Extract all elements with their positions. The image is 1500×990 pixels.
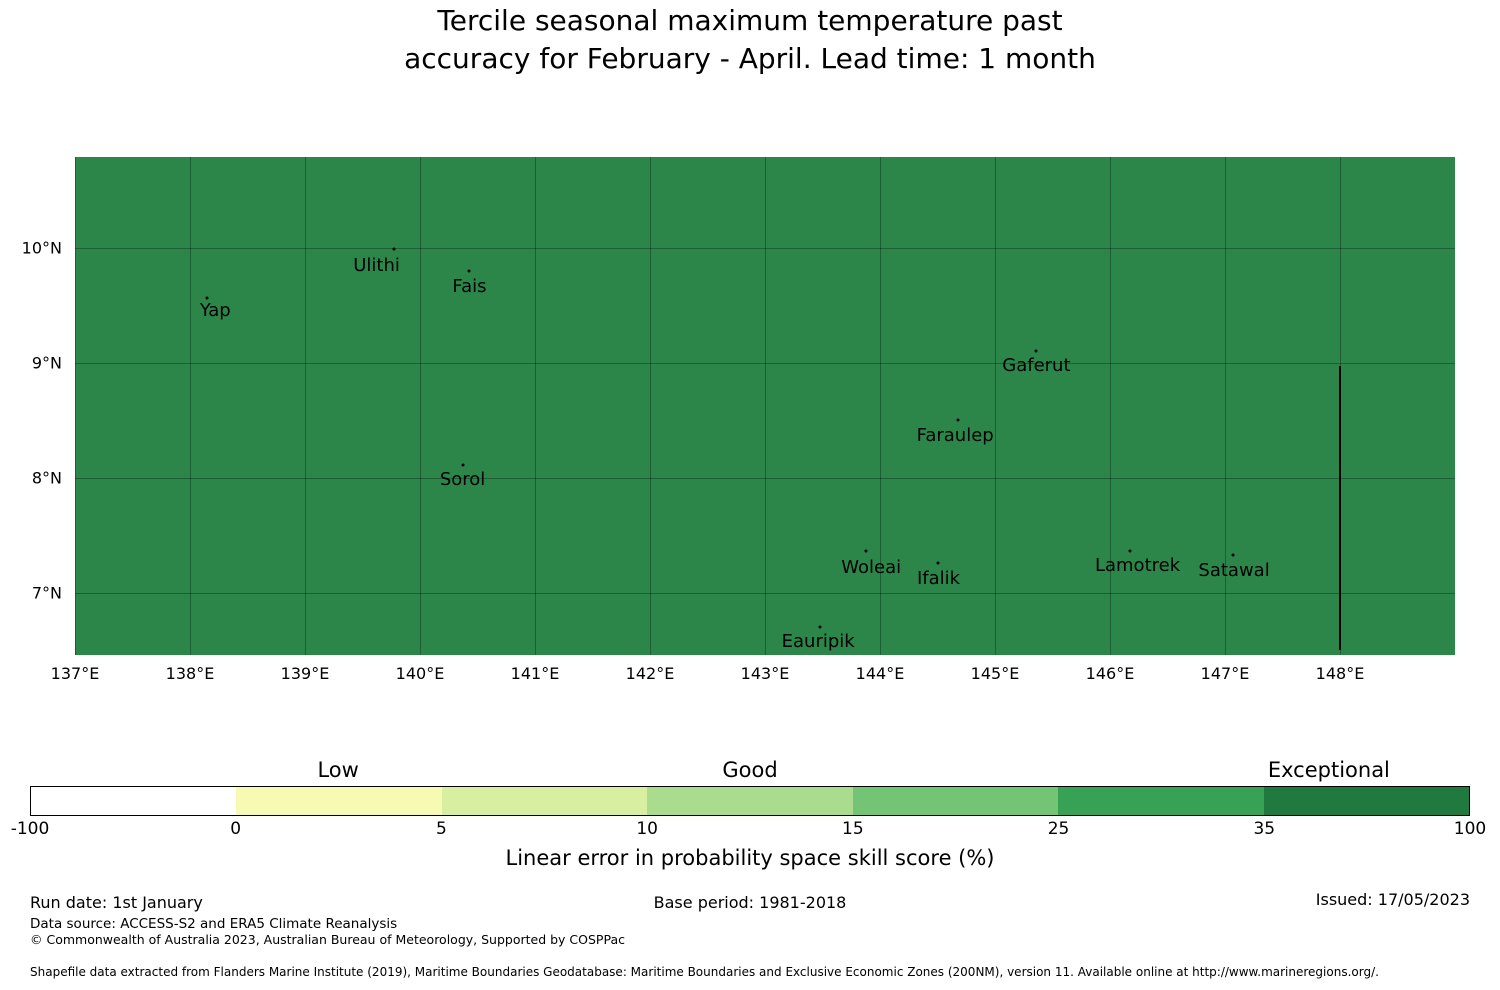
colorbar-category-label: Good	[722, 758, 778, 782]
y-tick-label: 8°N	[31, 468, 62, 488]
colorbar-segment	[236, 787, 442, 815]
shapefile-attribution-text: Shapefile data extracted from Flanders M…	[30, 965, 1379, 979]
colorbar-tick-label: 100	[1453, 819, 1487, 839]
island-label: Sorol	[439, 469, 486, 491]
y-axis: 10°N 9°N 8°N 7°N	[0, 157, 70, 655]
island-marker	[1231, 553, 1235, 557]
colorbar-caption: Linear error in probability space skill …	[505, 846, 995, 870]
copyright-text: © Commonwealth of Australia 2023, Austra…	[30, 932, 625, 947]
x-tick-label: 141°E	[510, 664, 560, 683]
gridline-vertical	[190, 157, 191, 655]
y-tick-label: 9°N	[31, 353, 62, 373]
base-period-text: Base period: 1981-2018	[653, 893, 847, 912]
x-tick-label: 146°E	[1085, 664, 1135, 683]
colorbar-category-labels: Low Good Exceptional	[30, 758, 1470, 786]
y-tick-label: 10°N	[21, 238, 62, 258]
colorbar-tick-label: 25	[1047, 819, 1070, 839]
gridline-vertical	[995, 157, 996, 655]
colorbar-tick-label: -100	[10, 819, 50, 839]
gridline-horizontal	[75, 592, 1455, 594]
island-marker	[818, 625, 822, 629]
run-date-text: Run date: 1st January	[30, 893, 203, 912]
gridline-vertical	[420, 157, 421, 655]
island-label: Ulithi	[353, 255, 400, 276]
gridline-horizontal	[75, 477, 1455, 479]
x-tick-label: 148°E	[1315, 664, 1365, 683]
colorbar-category-label: Low	[317, 758, 359, 782]
footer-row: Run date: 1st January Base period: 1981-…	[30, 890, 1470, 913]
island-label: Ifalik	[916, 567, 961, 589]
gridline-vertical	[1225, 157, 1226, 655]
island-marker	[205, 296, 209, 300]
island-label: Gaferut	[1002, 355, 1071, 377]
chart-title: Tercile seasonal maximum temperature pas…	[0, 2, 1500, 78]
x-tick-label: 143°E	[740, 664, 790, 683]
x-tick-label: 140°E	[395, 664, 445, 683]
colorbar-segment	[852, 787, 1059, 815]
map-plot: Yap Ulithi Fais Sorol Gaferut Faraulep Woleai I…	[75, 157, 1455, 655]
y-tick-label: 7°N	[31, 583, 62, 603]
x-tick-label: 139°E	[280, 664, 330, 683]
x-tick-label: 138°E	[165, 664, 215, 683]
colorbar-segment	[1263, 787, 1469, 815]
gridline-vertical	[1110, 157, 1111, 655]
gridline-vertical	[535, 157, 536, 655]
colorbar-segment	[647, 787, 853, 815]
colorbar-tick-label: 0	[230, 819, 242, 839]
colorbar-tick-label: 10	[636, 819, 658, 839]
island-marker	[461, 463, 465, 467]
gridline-horizontal	[75, 362, 1455, 364]
colorbar-category-label: Exceptional	[1267, 758, 1390, 782]
chart-title-line2: accuracy for February - April. Lead time…	[404, 42, 1096, 75]
island-label: Woleai	[841, 557, 902, 579]
gridline-vertical	[765, 157, 766, 655]
island-marker	[392, 247, 396, 251]
island-label: Faraulep	[916, 425, 994, 447]
gridline-horizontal	[75, 247, 1455, 249]
issued-date-text: Issued: 17/05/2023	[1315, 890, 1470, 909]
x-tick-label: 147°E	[1200, 664, 1250, 683]
colorbar-segment	[441, 787, 648, 815]
maritime-boundary-line	[1339, 366, 1341, 651]
x-tick-label: 144°E	[855, 664, 905, 683]
island-label: Eauripik	[781, 631, 855, 653]
island-marker	[1128, 549, 1132, 553]
gridline-vertical	[650, 157, 651, 655]
colorbar-segment	[31, 787, 237, 815]
colorbar-segment	[1058, 787, 1264, 815]
x-tick-label: 145°E	[970, 664, 1020, 683]
island-marker	[864, 549, 868, 553]
island-marker	[467, 269, 471, 273]
x-tick-label: 137°E	[50, 664, 100, 683]
island-label: Satawal	[1198, 559, 1270, 581]
colorbar-tick-label: 15	[842, 819, 864, 839]
island-label: Lamotrek	[1094, 555, 1181, 577]
data-source-text: Data source: ACCESS-S2 and ERA5 Climate …	[30, 916, 398, 932]
x-tick-label: 142°E	[625, 664, 675, 683]
island-marker	[936, 561, 939, 565]
colorbar-ticks: -100 0 5 10 15 25 35 100	[11, 819, 1487, 841]
island-marker	[1034, 349, 1038, 353]
x-axis: 137°E 138°E 139°E 140°E 141°E 142°E 143°E 144°E…	[51, 664, 1455, 688]
island-marker	[956, 418, 960, 422]
colorbar	[30, 786, 1470, 816]
island-label: Yap	[199, 300, 231, 322]
island-label: Fais	[452, 275, 487, 297]
colorbar-tick-label: 35	[1253, 819, 1276, 839]
chart-title-line1: Tercile seasonal maximum temperature pas…	[437, 4, 1063, 37]
colorbar-tick-label: 5	[436, 819, 447, 839]
gridline-vertical	[880, 157, 881, 655]
gridline-vertical	[75, 157, 76, 655]
gridline-vertical	[305, 157, 306, 655]
